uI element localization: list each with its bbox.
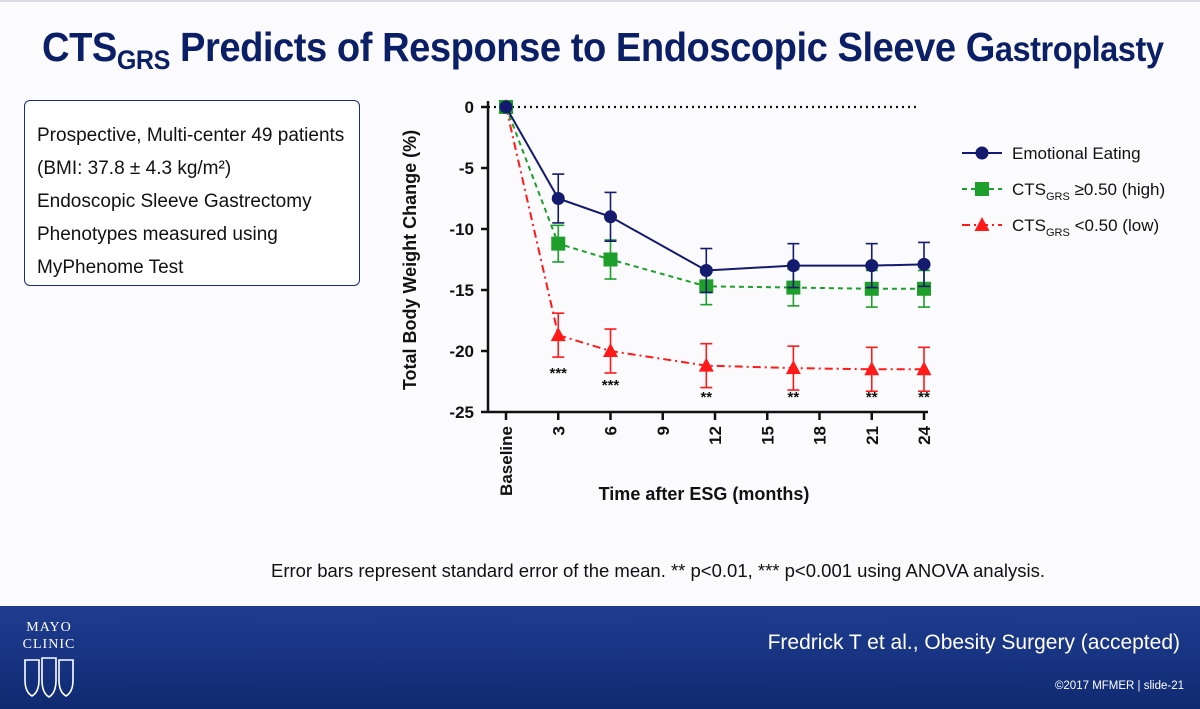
title-end: astroplasty (994, 30, 1164, 69)
x-tick-label: 9 (654, 426, 673, 435)
data-point (975, 182, 989, 196)
significance-annotation: ** (866, 389, 878, 406)
significance-annotation: ** (788, 389, 800, 406)
x-tick-label: 6 (602, 426, 621, 435)
series-line (505, 106, 924, 371)
x-tick-label: 15 (758, 426, 777, 445)
info-line: (BMI: 37.8 ± 4.3 kg/m²) (37, 158, 232, 179)
data-point (917, 257, 931, 271)
chart-axes: 0 -5 -10 -15 -20 -25 Baseline 3 6 9 12 15 18 21 24 (449, 98, 934, 496)
top-border (0, 0, 1200, 2)
shield-icon (24, 657, 74, 698)
info-line: Prospective, Multi-center 49 patients (37, 125, 345, 146)
data-point (551, 236, 566, 251)
x-axis-label: Time after ESG (months) (599, 484, 810, 504)
series-line (505, 106, 924, 290)
x-tick-label: 24 (915, 425, 934, 444)
info-line: Phenotypes measured using (37, 224, 278, 245)
significance-annotation: ** (918, 389, 930, 406)
data-point (499, 100, 513, 114)
mayo-clinic-logo: MAYO CLINIC (14, 618, 84, 698)
y-tick-label: -10 (449, 220, 474, 239)
y-tick-label: 0 (465, 98, 474, 117)
significance-annotation: ** (700, 389, 712, 406)
data-point (603, 343, 618, 357)
y-tick-label: -20 (449, 342, 474, 361)
slide-title: CTSGRS Predicts of Response to Endoscopi… (42, 24, 1164, 76)
footer-bar: MAYO CLINIC Fredrick T et al., Obesity S… (0, 606, 1200, 709)
x-tick-label: 3 (549, 426, 568, 435)
significance-annotation: *** (549, 365, 567, 382)
title-main: CTS (42, 24, 117, 70)
data-point (864, 361, 880, 376)
data-point (603, 252, 618, 267)
data-point (604, 210, 617, 224)
data-point (916, 361, 932, 376)
logo-text-line: CLINIC (22, 637, 76, 652)
data-point (864, 281, 879, 296)
x-tick-label: Baseline (497, 426, 516, 496)
chart-marks: ******** ** ** ** (498, 99, 932, 406)
copyright: ©2017 MFMER | slide-21 (1054, 680, 1184, 692)
x-tick-label: 12 (706, 426, 725, 445)
chart-legend: Emotional Eating CTSGRS ≥0.50 (high) CTSGR… (962, 144, 1165, 239)
data-point (974, 217, 990, 231)
data-point (975, 146, 989, 160)
logo-text-line: MAYO (26, 620, 72, 635)
info-line: MyPhenome Test (37, 257, 184, 278)
title-rest: Predicts of Response to Endoscopic Sleev… (169, 24, 966, 70)
study-info-box: Prospective, Multi-center 49 patients (B… (24, 100, 360, 286)
data-point (550, 327, 566, 342)
legend-label: CTSGRS <0.50 (low) (1012, 216, 1159, 239)
data-point (698, 357, 714, 372)
x-tick-label: 18 (811, 426, 830, 445)
legend-label: Emotional Eating (1012, 144, 1141, 163)
significance-annotation: *** (602, 377, 620, 394)
x-tick-label: 21 (863, 426, 882, 445)
legend-item: CTSGRS ≥0.50 (high) (962, 180, 1165, 203)
y-tick-label: -15 (449, 281, 474, 300)
legend-label: CTSGRS ≥0.50 (high) (1012, 180, 1165, 203)
title-g: G (965, 24, 996, 70)
title-subscript: GRS (116, 45, 170, 75)
info-line: Endoscopic Sleeve Gastrectomy (37, 191, 312, 212)
y-axis-label: Total Body Weight Change (%) (400, 130, 420, 390)
data-point (785, 360, 801, 375)
y-tick-label: -5 (459, 159, 474, 178)
citation: Fredrick T et al., Obesity Surgery (acce… (767, 631, 1180, 654)
y-tick-label: -25 (449, 403, 474, 422)
footnote: Error bars represent standard error of t… (270, 560, 1045, 581)
data-point (699, 263, 713, 277)
data-point (551, 192, 565, 205)
data-point (917, 281, 931, 296)
legend-item: CTSGRS <0.50 (low) (962, 216, 1159, 239)
data-point (786, 259, 800, 273)
data-point (865, 259, 879, 273)
legend-item: Emotional Eating (962, 144, 1141, 163)
